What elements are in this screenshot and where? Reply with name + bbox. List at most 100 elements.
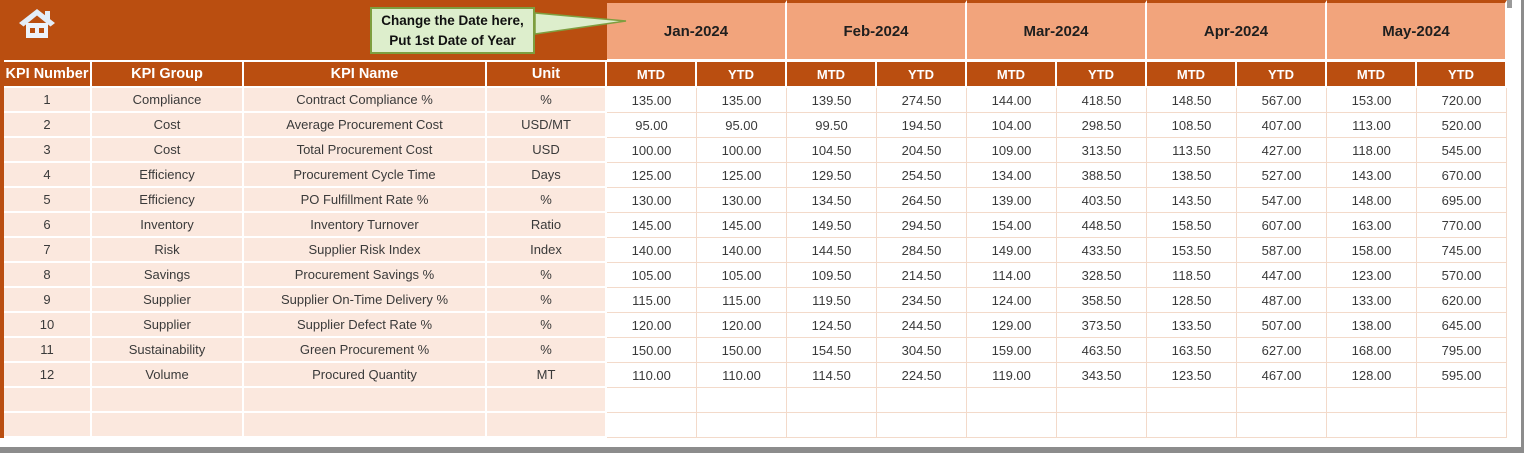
kpi-value-cell[interactable]: 133.00 — [1327, 288, 1417, 313]
kpi-value-cell[interactable]: 448.50 — [1057, 213, 1147, 238]
kpi-number-cell[interactable]: 5 — [4, 188, 92, 213]
kpi-unit-cell[interactable]: MT — [487, 363, 607, 388]
kpi-number-cell[interactable]: 4 — [4, 163, 92, 188]
kpi-value-cell[interactable]: 433.50 — [1057, 238, 1147, 263]
kpi-value-cell[interactable]: 105.00 — [607, 263, 697, 288]
kpi-number-cell[interactable]: 6 — [4, 213, 92, 238]
kpi-value-cell[interactable]: 418.50 — [1057, 88, 1147, 113]
kpi-value-cell[interactable]: 745.00 — [1417, 238, 1507, 263]
kpi-value-cell[interactable]: 123.50 — [1147, 363, 1237, 388]
kpi-value-cell[interactable]: 264.50 — [877, 188, 967, 213]
kpi-value-cell[interactable]: 150.00 — [607, 338, 697, 363]
kpi-name-cell[interactable]: Procured Quantity — [244, 363, 487, 388]
kpi-name-cell[interactable]: Inventory Turnover — [244, 213, 487, 238]
kpi-name-cell[interactable]: Contract Compliance % — [244, 88, 487, 113]
kpi-value-cell[interactable]: 110.00 — [607, 363, 697, 388]
kpi-value-cell[interactable]: 373.50 — [1057, 313, 1147, 338]
kpi-unit-cell[interactable]: Days — [487, 163, 607, 188]
kpi-group-cell[interactable]: Efficiency — [92, 163, 244, 188]
kpi-name-cell[interactable]: Supplier Defect Rate % — [244, 313, 487, 338]
kpi-value-cell[interactable]: 119.00 — [967, 363, 1057, 388]
kpi-value-cell[interactable]: 114.50 — [787, 363, 877, 388]
kpi-value-cell[interactable]: 298.50 — [1057, 113, 1147, 138]
kpi-unit-cell[interactable]: Index — [487, 238, 607, 263]
kpi-value-cell[interactable]: 139.00 — [967, 188, 1057, 213]
kpi-value-cell[interactable]: 130.00 — [607, 188, 697, 213]
kpi-value-cell[interactable]: 328.50 — [1057, 263, 1147, 288]
kpi-value-cell[interactable]: 487.00 — [1237, 288, 1327, 313]
kpi-value-cell[interactable]: 118.00 — [1327, 138, 1417, 163]
kpi-name-cell[interactable]: Supplier On-Time Delivery % — [244, 288, 487, 313]
kpi-unit-cell[interactable]: % — [487, 313, 607, 338]
kpi-value-cell[interactable]: 128.00 — [1327, 363, 1417, 388]
kpi-name-cell[interactable]: Green Procurement % — [244, 338, 487, 363]
kpi-value-cell[interactable]: 467.00 — [1237, 363, 1327, 388]
kpi-value-cell[interactable]: 124.00 — [967, 288, 1057, 313]
kpi-value-cell[interactable]: 214.50 — [877, 263, 967, 288]
kpi-value-cell[interactable]: 447.00 — [1237, 263, 1327, 288]
kpi-value-cell[interactable]: 204.50 — [877, 138, 967, 163]
kpi-value-cell[interactable]: 595.00 — [1417, 363, 1507, 388]
kpi-group-cell[interactable]: Volume — [92, 363, 244, 388]
kpi-value-cell[interactable]: 343.50 — [1057, 363, 1147, 388]
kpi-value-cell[interactable]: 154.50 — [787, 338, 877, 363]
kpi-value-cell[interactable]: 139.50 — [787, 88, 877, 113]
kpi-unit-cell[interactable]: USD — [487, 138, 607, 163]
kpi-value-cell[interactable]: 128.50 — [1147, 288, 1237, 313]
kpi-number-cell[interactable]: 12 — [4, 363, 92, 388]
kpi-group-cell[interactable]: Savings — [92, 263, 244, 288]
kpi-value-cell[interactable]: 587.00 — [1237, 238, 1327, 263]
kpi-value-cell[interactable]: 109.50 — [787, 263, 877, 288]
kpi-value-cell[interactable]: 527.00 — [1237, 163, 1327, 188]
month-header-cell[interactable]: Apr-2024 — [1147, 0, 1327, 62]
kpi-value-cell[interactable]: 234.50 — [877, 288, 967, 313]
kpi-value-cell[interactable]: 168.00 — [1327, 338, 1417, 363]
kpi-value-cell[interactable]: 138.00 — [1327, 313, 1417, 338]
kpi-value-cell[interactable]: 115.00 — [697, 288, 787, 313]
kpi-value-cell[interactable]: 224.50 — [877, 363, 967, 388]
kpi-value-cell[interactable]: 313.50 — [1057, 138, 1147, 163]
kpi-value-cell[interactable]: 144.50 — [787, 238, 877, 263]
kpi-value-cell[interactable]: 194.50 — [877, 113, 967, 138]
kpi-value-cell[interactable]: 134.50 — [787, 188, 877, 213]
kpi-value-cell[interactable]: 795.00 — [1417, 338, 1507, 363]
kpi-value-cell[interactable]: 140.00 — [697, 238, 787, 263]
kpi-number-cell[interactable]: 8 — [4, 263, 92, 288]
month-header-cell[interactable]: May-2024 — [1327, 0, 1507, 62]
kpi-value-cell[interactable]: 720.00 — [1417, 88, 1507, 113]
kpi-value-cell[interactable]: 120.00 — [697, 313, 787, 338]
kpi-value-cell[interactable]: 545.00 — [1417, 138, 1507, 163]
kpi-value-cell[interactable]: 105.00 — [697, 263, 787, 288]
kpi-value-cell[interactable]: 145.00 — [697, 213, 787, 238]
kpi-unit-cell[interactable]: % — [487, 263, 607, 288]
kpi-group-cell[interactable]: Cost — [92, 138, 244, 163]
kpi-name-cell[interactable]: Supplier Risk Index — [244, 238, 487, 263]
kpi-name-cell[interactable]: Total Procurement Cost — [244, 138, 487, 163]
kpi-value-cell[interactable]: 620.00 — [1417, 288, 1507, 313]
kpi-group-cell[interactable]: Efficiency — [92, 188, 244, 213]
kpi-unit-cell[interactable]: % — [487, 188, 607, 213]
month-header-cell[interactable]: Mar-2024 — [967, 0, 1147, 62]
kpi-group-cell[interactable]: Risk — [92, 238, 244, 263]
kpi-value-cell[interactable]: 150.00 — [697, 338, 787, 363]
kpi-value-cell[interactable]: 520.00 — [1417, 113, 1507, 138]
kpi-value-cell[interactable]: 129.00 — [967, 313, 1057, 338]
kpi-value-cell[interactable]: 463.50 — [1057, 338, 1147, 363]
kpi-value-cell[interactable]: 109.00 — [967, 138, 1057, 163]
kpi-value-cell[interactable]: 153.00 — [1327, 88, 1417, 113]
kpi-unit-cell[interactable]: USD/MT — [487, 113, 607, 138]
kpi-value-cell[interactable]: 99.50 — [787, 113, 877, 138]
kpi-value-cell[interactable]: 134.00 — [967, 163, 1057, 188]
kpi-value-cell[interactable]: 507.00 — [1237, 313, 1327, 338]
kpi-value-cell[interactable]: 284.50 — [877, 238, 967, 263]
kpi-value-cell[interactable]: 149.50 — [787, 213, 877, 238]
kpi-value-cell[interactable]: 427.00 — [1237, 138, 1327, 163]
kpi-unit-cell[interactable]: % — [487, 288, 607, 313]
kpi-value-cell[interactable]: 254.50 — [877, 163, 967, 188]
kpi-number-cell[interactable]: 1 — [4, 88, 92, 113]
kpi-value-cell[interactable]: 104.50 — [787, 138, 877, 163]
kpi-name-cell[interactable]: Average Procurement Cost — [244, 113, 487, 138]
kpi-value-cell[interactable]: 100.00 — [697, 138, 787, 163]
home-button[interactable] — [17, 8, 57, 46]
kpi-value-cell[interactable]: 645.00 — [1417, 313, 1507, 338]
